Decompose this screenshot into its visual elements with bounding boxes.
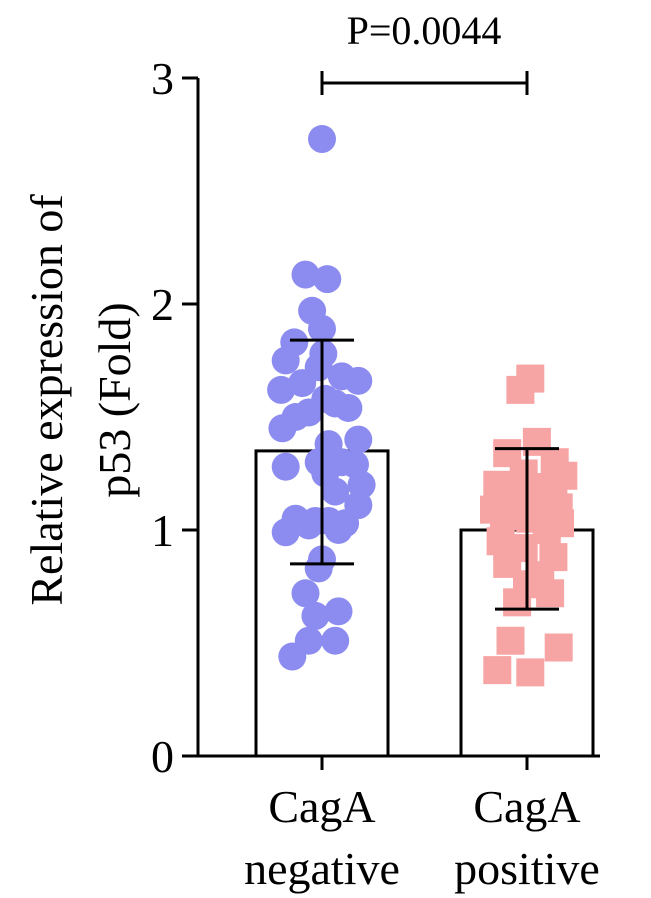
data-point-positive — [544, 633, 573, 662]
significance-label: P=0.0044 — [347, 8, 502, 53]
data-point-negative — [344, 366, 373, 395]
significance-bracket — [320, 71, 529, 95]
data-point-negative — [304, 554, 333, 583]
data-point-negative — [278, 642, 307, 671]
data-point-negative — [301, 601, 330, 630]
data-point-negative — [308, 125, 336, 154]
category-label-positive-line1: CagA — [473, 781, 580, 832]
y-tick-label-1: 1 — [151, 505, 174, 556]
data-point-negative — [288, 369, 317, 398]
data-point-negative — [291, 260, 320, 289]
data-point-positive — [489, 502, 518, 531]
data-point-positive — [516, 658, 545, 687]
labels-layer: P=0.0044 CagA negative CagA positive Rel… — [21, 8, 600, 894]
data-point-negative — [321, 477, 350, 506]
category-label-positive-line2: positive — [454, 843, 600, 894]
data-point-positive — [483, 656, 512, 685]
data-point-negative — [313, 265, 342, 294]
data-point-negative — [308, 314, 336, 343]
data-point-negative — [271, 452, 300, 481]
data-point-negative — [324, 597, 353, 626]
data-point-positive — [506, 375, 535, 404]
y-tick-label-0: 0 — [151, 731, 174, 782]
category-label-negative-line1: CagA — [268, 781, 375, 832]
data-point-positive — [496, 626, 525, 655]
data-point-negative — [294, 511, 323, 540]
data-point-positive — [536, 579, 565, 608]
y-tick-label-2: 2 — [151, 279, 174, 330]
data-point-negative — [334, 393, 363, 422]
data-point-negative — [271, 518, 300, 547]
data-point-negative — [344, 425, 373, 454]
category-label-negative-line2: negative — [244, 843, 400, 894]
data-point-negative — [321, 626, 350, 655]
y-axis: 0 1 2 3 — [151, 53, 600, 782]
data-point-negative — [267, 375, 296, 404]
y-tick-label-3: 3 — [151, 53, 174, 104]
y-axis-title-line1: Relative expression of — [21, 194, 72, 606]
data-point-negative — [271, 346, 300, 375]
points-layer — [267, 125, 578, 687]
y-axis-title-line2: p53 (Fold) — [89, 302, 140, 498]
data-point-negative — [324, 516, 353, 544]
data-point-negative — [268, 414, 297, 443]
errorbars-layer — [290, 338, 559, 611]
data-point-negative — [291, 579, 320, 608]
